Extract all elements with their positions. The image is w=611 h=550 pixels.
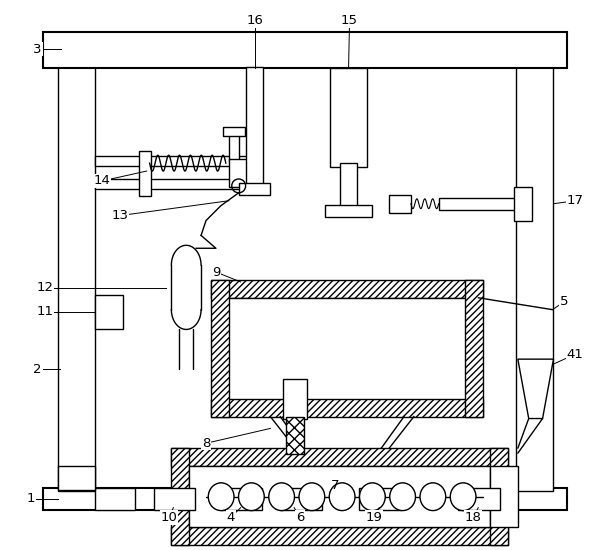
Bar <box>153 488 195 510</box>
Bar <box>284 379 307 419</box>
Ellipse shape <box>208 483 234 510</box>
Bar <box>43 32 568 68</box>
Bar <box>189 466 490 527</box>
Bar <box>458 488 500 510</box>
Bar <box>439 198 516 210</box>
Text: 9: 9 <box>212 266 220 278</box>
Bar <box>359 488 401 510</box>
Bar <box>466 280 483 416</box>
Text: 5: 5 <box>560 295 569 308</box>
Bar <box>95 488 135 510</box>
Text: 17: 17 <box>567 194 584 207</box>
Bar <box>330 68 367 167</box>
Ellipse shape <box>450 483 476 510</box>
Ellipse shape <box>329 483 355 510</box>
Bar <box>223 126 244 136</box>
Ellipse shape <box>390 483 415 510</box>
Text: 41: 41 <box>567 348 584 361</box>
Bar <box>229 159 249 187</box>
Text: 19: 19 <box>366 511 382 524</box>
Text: 8: 8 <box>202 437 210 450</box>
Bar <box>95 179 258 189</box>
Bar <box>95 156 258 166</box>
Text: 11: 11 <box>36 305 53 318</box>
Bar <box>325 205 372 217</box>
Ellipse shape <box>359 483 385 510</box>
Ellipse shape <box>269 483 295 510</box>
Bar <box>171 527 508 545</box>
Bar <box>57 67 95 491</box>
Bar <box>246 67 263 186</box>
Bar <box>490 448 508 545</box>
Text: 13: 13 <box>111 209 128 222</box>
Text: 15: 15 <box>341 14 358 27</box>
Text: 16: 16 <box>246 14 263 27</box>
Text: 1: 1 <box>26 492 35 505</box>
Bar <box>516 67 554 491</box>
Bar <box>514 187 532 221</box>
Bar <box>340 163 357 208</box>
Bar <box>95 295 123 329</box>
Bar <box>139 151 150 196</box>
Text: 18: 18 <box>465 511 481 524</box>
Bar <box>389 195 411 213</box>
Ellipse shape <box>238 483 264 510</box>
Bar <box>43 488 568 510</box>
Ellipse shape <box>420 483 445 510</box>
Text: 3: 3 <box>34 43 42 56</box>
Bar <box>216 298 478 402</box>
Bar <box>211 280 483 298</box>
Text: 2: 2 <box>34 362 42 376</box>
Text: 7: 7 <box>331 480 339 492</box>
Text: 12: 12 <box>36 282 53 294</box>
Bar <box>221 488 263 510</box>
Polygon shape <box>518 359 554 419</box>
Bar <box>211 399 483 416</box>
Text: 4: 4 <box>227 511 235 524</box>
Bar <box>490 466 518 527</box>
Bar <box>280 488 322 510</box>
Bar <box>211 280 229 416</box>
Ellipse shape <box>299 483 324 510</box>
Bar <box>286 416 304 454</box>
Text: 10: 10 <box>161 511 178 524</box>
Bar <box>171 448 508 466</box>
Bar <box>57 466 95 490</box>
Bar <box>171 448 189 545</box>
Bar <box>229 131 239 161</box>
Bar <box>239 183 270 195</box>
Text: 14: 14 <box>93 174 111 188</box>
Text: 6: 6 <box>296 511 304 524</box>
